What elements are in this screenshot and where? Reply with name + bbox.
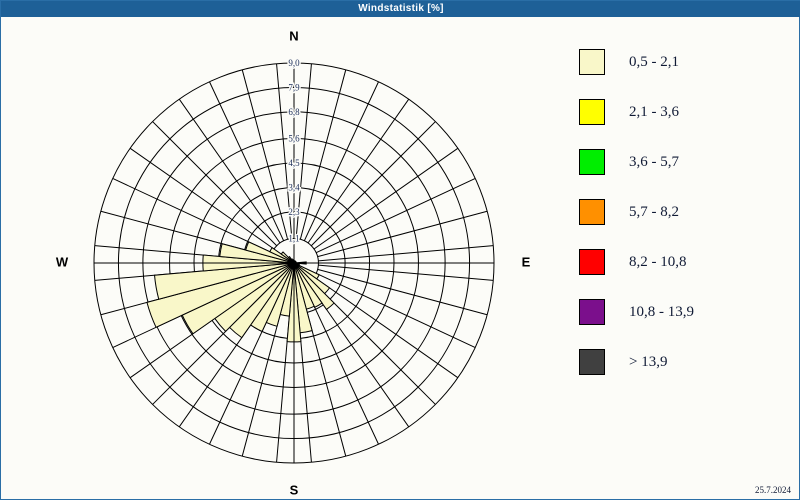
grid-spoke <box>303 284 379 445</box>
grid-spoke <box>178 98 281 244</box>
wind-rose-petal <box>293 262 335 311</box>
radial-tick-label: 5,6 <box>288 134 300 144</box>
grid-spoke <box>315 272 476 348</box>
radial-tick-label: 2,3 <box>288 207 300 217</box>
legend-item: > 13,9 <box>579 337 794 387</box>
legend-swatch <box>579 49 605 75</box>
legend-item: 5,7 - 8,2 <box>579 187 794 237</box>
grid-spoke <box>152 121 278 247</box>
grid-spoke <box>310 121 436 247</box>
legend-label: 3,6 - 5,7 <box>629 153 679 170</box>
wind-rose-petals <box>146 241 335 343</box>
legend-swatch <box>579 349 605 375</box>
wind-rose-plot: 1,1 2,3 3,4 4,5 5,6 6,8 7,9 9,0 N E S W <box>56 28 531 497</box>
polar-axes <box>94 63 494 463</box>
legend: 0,5 - 2,1 2,1 - 3,6 3,6 - 5,7 5,7 - 8,2 8,2 … <box>579 37 794 387</box>
legend-item: 3,6 - 5,7 <box>579 137 794 187</box>
legend-label: 2,1 - 3,6 <box>629 103 679 120</box>
compass-label-east: E <box>522 254 531 269</box>
radial-tick-label: 4,5 <box>288 158 300 168</box>
compass-label-south: S <box>290 482 299 497</box>
grid-spoke <box>112 178 273 254</box>
legend-item: 8,2 - 10,8 <box>579 237 794 287</box>
grid-spoke <box>299 69 347 240</box>
radial-tick-label: 6,8 <box>288 107 300 117</box>
date-stamp: 25.7.2024 <box>755 485 791 495</box>
radial-tick-label: 1,1 <box>288 234 299 244</box>
legend-label: 8,2 - 10,8 <box>629 253 687 270</box>
wind-rose-petal <box>293 262 323 308</box>
compass-labels: N E S W <box>56 28 531 497</box>
grid-spoke <box>209 81 285 242</box>
grid-spoke <box>318 264 494 281</box>
wind-rose-petal <box>146 262 295 328</box>
radial-tick-labels: 1,1 2,3 3,4 4,5 5,6 6,8 7,9 9,0 <box>287 57 302 246</box>
wind-rose-petal <box>153 262 295 300</box>
window-title: Windstatistik [%] <box>358 3 444 14</box>
legend-item: 0,5 - 2,1 <box>579 37 794 87</box>
grid-spoke <box>313 147 459 250</box>
grid-spoke <box>276 63 293 239</box>
grid-spoke <box>313 276 459 379</box>
window-title-bar: Windstatistik [%] <box>1 1 800 17</box>
radial-tick-label: 9,0 <box>288 58 300 68</box>
compass-label-west: W <box>56 254 69 269</box>
legend-swatch <box>579 199 605 225</box>
legend-item: 10,8 - 13,9 <box>579 287 794 337</box>
grid-spoke <box>315 178 476 254</box>
legend-label: > 13,9 <box>629 353 668 370</box>
legend-swatch <box>579 99 605 125</box>
radial-tick-label: 7,9 <box>288 82 300 92</box>
radial-tick-label: 3,4 <box>288 182 300 192</box>
grid-spoke <box>317 268 488 316</box>
legend-item: 2,1 - 3,6 <box>579 87 794 137</box>
grid-spoke <box>295 63 312 239</box>
grid-spoke <box>318 245 494 262</box>
chart-canvas: 1,1 2,3 3,4 4,5 5,6 6,8 7,9 9,0 N E S W <box>1 17 799 499</box>
grid-spoke <box>317 210 488 258</box>
grid-spoke <box>241 69 289 240</box>
legend-label: 10,8 - 13,9 <box>629 303 694 320</box>
legend-swatch <box>579 149 605 175</box>
grid-spoke <box>129 147 275 250</box>
legend-swatch <box>579 299 605 325</box>
grid-spoke <box>303 81 379 242</box>
legend-label: 0,5 - 2,1 <box>629 53 679 70</box>
grid-spoke <box>307 98 410 244</box>
legend-swatch <box>579 249 605 275</box>
compass-label-north: N <box>289 28 298 43</box>
legend-label: 5,7 - 8,2 <box>629 203 679 220</box>
